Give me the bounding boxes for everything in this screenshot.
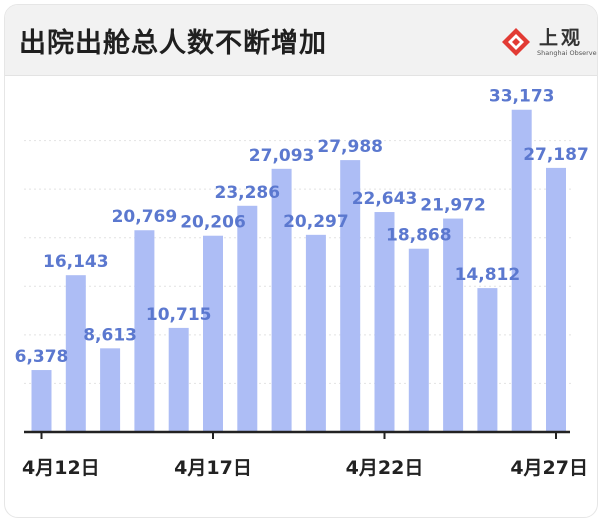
data-label: 8,613 bbox=[83, 325, 137, 345]
data-label: 14,812 bbox=[455, 265, 521, 285]
bar bbox=[31, 370, 52, 432]
x-tick-label: 4月22日 bbox=[346, 457, 424, 479]
data-label: 6,378 bbox=[15, 347, 69, 367]
bar bbox=[511, 109, 532, 433]
bar bbox=[237, 205, 258, 432]
bar bbox=[305, 234, 326, 432]
bar bbox=[100, 348, 121, 432]
data-label: 33,173 bbox=[489, 87, 555, 107]
bar bbox=[203, 235, 223, 432]
bar bbox=[65, 275, 86, 432]
logo-emblem-icon bbox=[502, 28, 530, 56]
data-label: 16,143 bbox=[43, 252, 109, 272]
bar bbox=[271, 168, 292, 432]
value-label-layer: 6,378 16,143 8,613 20,769 10,715 20,206 23,286… bbox=[15, 87, 589, 367]
data-label: 20,297 bbox=[283, 212, 349, 232]
bar bbox=[408, 248, 429, 432]
chart-header: 出院出舱总人数不断增加 上观 Shanghai Observer bbox=[5, 5, 597, 76]
data-label: 22,643 bbox=[352, 189, 418, 209]
bar bbox=[374, 212, 395, 432]
data-label: 18,868 bbox=[386, 226, 452, 246]
data-label: 10,715 bbox=[146, 305, 212, 325]
bar bbox=[134, 230, 155, 432]
shanghai-observer-logo: 上观 Shanghai Observer bbox=[497, 23, 597, 63]
bar bbox=[340, 160, 361, 432]
bar bbox=[546, 167, 566, 433]
x-tick-label: 4月27日 bbox=[510, 457, 588, 479]
chart-title: 出院出舱总人数不断增加 bbox=[19, 28, 327, 59]
bar-layer bbox=[31, 109, 566, 433]
bar bbox=[168, 327, 189, 432]
data-label: 20,769 bbox=[112, 207, 178, 227]
data-label: 27,187 bbox=[523, 145, 589, 165]
x-tick-label: 4月12日 bbox=[22, 457, 100, 479]
x-tick-label: 4月17日 bbox=[174, 457, 252, 479]
logo-subtext: Shanghai Observer bbox=[537, 49, 598, 57]
data-label: 21,972 bbox=[420, 196, 486, 216]
x-tick-layer: 4月12日 4月17日 4月22日 4月27日 bbox=[22, 432, 588, 479]
bar bbox=[443, 218, 464, 432]
data-label: 27,988 bbox=[317, 137, 383, 157]
data-label: 20,206 bbox=[180, 213, 246, 233]
logo-text: 上观 bbox=[539, 27, 584, 49]
bar bbox=[477, 288, 498, 432]
data-label: 27,093 bbox=[249, 146, 315, 166]
data-label: 23,286 bbox=[214, 183, 280, 203]
